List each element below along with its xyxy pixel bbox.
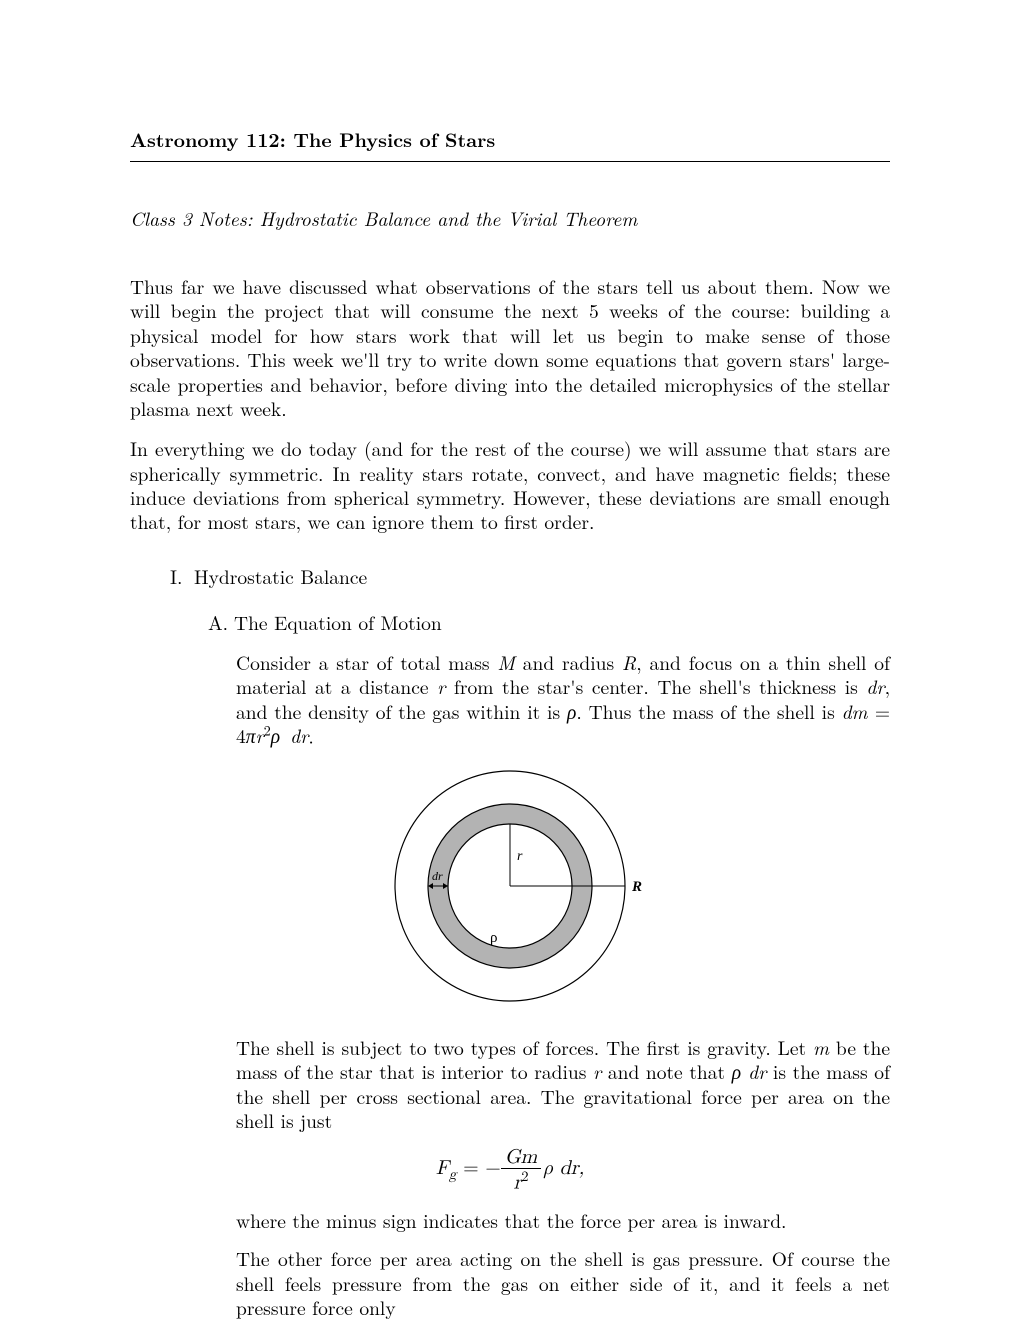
eq-F: F [436,1158,449,1178]
eq-num: Gm [505,1147,537,1167]
subsection-A-para4: The other force per area acting on the s… [236,1246,890,1319]
subsection-A-para2: The shell is subject to two types of for… [236,1035,890,1133]
shell-figure: r R dr ρ [130,766,890,1011]
section-I: I.Hydrostatic Balance [170,562,890,590]
class-subtitle: Class 3 Notes: Hydrostatic Balance and t… [130,204,890,232]
course-title: Astronomy 112: The Physics of Stars [130,125,890,153]
subsection-A-para1: Consider a star of total mass M and radi… [236,650,890,748]
eq-den-exp: 2 [521,1169,528,1184]
math-rho: ρ [567,697,576,725]
subsection-A-label: A. [208,608,234,636]
text-run: . Thus the mass of the shell is [576,697,841,725]
outline: I.Hydrostatic Balance A.The Equation of … [130,562,890,1320]
text-run: . [308,721,313,749]
subsection-A: A.The Equation of Motion [208,608,890,636]
intro-para-1: Thus far we have discussed what observat… [130,274,890,420]
eq-tail: ρ dr, [543,1158,584,1178]
section-I-label: I. [170,562,194,590]
subsection-A-title: The Equation of Motion [234,608,442,636]
label-r: r [517,849,523,864]
eq-fraction: Gmr2 [501,1146,541,1194]
page-root: Astronomy 112: The Physics of Stars Clas… [0,0,1020,1320]
subsection-A-para3: where the minus sign indicates that the … [236,1208,890,1232]
eq-sign: = − [456,1158,500,1178]
shell-diagram-svg: r R dr ρ [375,766,645,1006]
label-dr: dr [432,869,443,883]
intro-para-2: In everything we do today (and for the r… [130,436,890,534]
equation-Fg: Fg = −Gmr2ρ dr, [130,1146,890,1194]
label-R: R [631,879,642,895]
title-rule [130,161,890,162]
label-rho: ρ [490,930,498,946]
section-I-title: Hydrostatic Balance [194,562,367,590]
